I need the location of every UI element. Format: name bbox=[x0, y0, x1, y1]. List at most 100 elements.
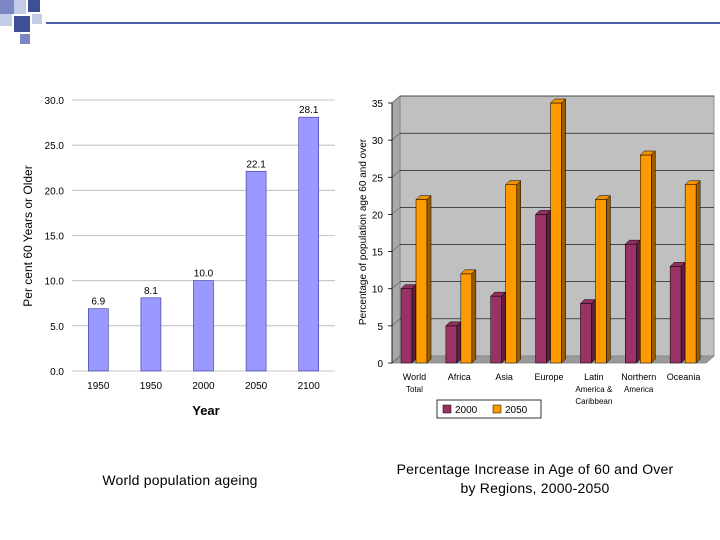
left-ytick-label-4: 20.0 bbox=[45, 186, 65, 197]
right-grid-diag-1 bbox=[391, 318, 401, 327]
left-value-label-4: 28.1 bbox=[299, 105, 319, 116]
right-grid-diag-6 bbox=[391, 132, 401, 141]
right-grid-diag-2 bbox=[391, 281, 401, 289]
right-bar-2000-front-1 bbox=[445, 325, 458, 364]
caption-right-line1: Percentage Increase in Age of 60 and Ove… bbox=[396, 461, 674, 477]
left-bar-1 bbox=[140, 297, 162, 372]
left-bar-4 bbox=[298, 116, 320, 372]
right-xtick-label-4-0: Latin bbox=[584, 372, 604, 382]
right-xtick-label-1-0: Africa bbox=[448, 372, 471, 382]
left-value-label-3: 22.1 bbox=[246, 159, 266, 170]
left-xtick-label-4: 2100 bbox=[298, 381, 321, 392]
left-value-label-0: 6.9 bbox=[91, 297, 105, 308]
caption-right-line2: by Regions, 2000-2050 bbox=[460, 480, 610, 496]
right-bar-2050-front-6 bbox=[684, 184, 697, 364]
right-ytick-label-7: 35 bbox=[372, 99, 384, 110]
right-grid-diag-7 bbox=[391, 95, 401, 104]
right-bar-2050-side-2 bbox=[516, 180, 521, 364]
right-ytick-label-4: 20 bbox=[372, 210, 384, 221]
left-ytick-label-2: 10.0 bbox=[45, 277, 65, 288]
right-bar-2050-side-1 bbox=[471, 269, 477, 364]
left-xtick-label-1: 1950 bbox=[140, 381, 163, 392]
corner-square-2 bbox=[14, 0, 26, 14]
right-bar-2050-side-6 bbox=[695, 180, 701, 364]
left-ytick-label-5: 25.0 bbox=[45, 141, 65, 152]
left-bar-3 bbox=[245, 171, 267, 372]
right-xtick-label-2-0: Asia bbox=[495, 372, 513, 382]
left-chart: 0.0 5.0 10.0 15.0 20.0 25.0 30.0 6.9 1950 8.1 1950… bbox=[21, 96, 335, 418]
right-legend-label-2000: 2000 bbox=[455, 405, 478, 416]
right-grid-diag-4 bbox=[391, 207, 401, 215]
right-xtick-label-4-1: America & bbox=[575, 385, 613, 394]
corner-square-4 bbox=[0, 14, 12, 26]
left-ytick-label-0: 0.0 bbox=[50, 367, 64, 378]
header-rule bbox=[46, 22, 720, 24]
right-xtick-label-5-0: Northern bbox=[621, 372, 656, 382]
right-bar-2050-side-3 bbox=[561, 98, 566, 364]
right-legend-swatch-2000 bbox=[442, 404, 452, 414]
right-bar-2000-side-6 bbox=[680, 261, 686, 364]
right-bar-2000-side-5 bbox=[636, 239, 641, 364]
corner-square-3 bbox=[28, 0, 40, 12]
corner-square-5 bbox=[14, 16, 30, 32]
right-ytick-label-6: 30 bbox=[372, 136, 384, 147]
left-xtick-label-3: 2050 bbox=[245, 381, 268, 392]
right-ytick-label-3: 15 bbox=[372, 248, 384, 259]
corner-square-6 bbox=[32, 14, 42, 24]
right-grid-diag-3 bbox=[391, 244, 401, 252]
right-chart: 0 5 10 15 20 25 30 35 World Total Africa Asia Europe… bbox=[358, 95, 716, 419]
right-bar-2050-side-5 bbox=[651, 150, 656, 364]
right-y-axis-title: Percentage of population age 60 and over bbox=[358, 138, 369, 325]
right-xtick-label-5-1: America bbox=[624, 385, 654, 394]
right-bar-2000-side-2 bbox=[501, 291, 506, 364]
right-grid-diag-5 bbox=[391, 170, 401, 178]
right-bar-2050-front-5 bbox=[640, 154, 652, 364]
right-ytick-label-5: 25 bbox=[372, 173, 384, 184]
right-bar-2000-front-6 bbox=[669, 266, 682, 364]
right-bar-2050-front-1 bbox=[460, 273, 473, 364]
left-ytick-label-3: 15.0 bbox=[45, 232, 65, 243]
right-xtick-label-3-0: Europe bbox=[534, 372, 563, 382]
right-ytick-label-1: 5 bbox=[377, 322, 383, 333]
right-bar-2000-side-1 bbox=[456, 321, 462, 364]
right-bar-2000-side-4 bbox=[591, 298, 596, 364]
right-bar-2050-front-4 bbox=[595, 199, 607, 364]
left-bar-0 bbox=[88, 308, 109, 372]
right-bar-2050-side-0 bbox=[426, 194, 432, 364]
right-ytick-label-2: 10 bbox=[372, 285, 384, 296]
right-xtick-label-0-1: Total bbox=[406, 385, 423, 394]
left-value-label-1: 8.1 bbox=[144, 286, 158, 297]
right-bar-2000-front-5 bbox=[625, 243, 637, 364]
right-bar-2050-front-0 bbox=[415, 199, 428, 364]
corner-square-1 bbox=[0, 0, 14, 14]
right-legend-swatch-2050 bbox=[492, 404, 502, 414]
left-xtick-label-2: 2000 bbox=[192, 381, 215, 392]
left-y-axis-title: Per cent 60 Years or Older bbox=[21, 165, 35, 306]
left-xtick-label-0: 1950 bbox=[87, 381, 110, 392]
left-ytick-label-6: 30.0 bbox=[45, 96, 65, 107]
right-legend-label-2050: 2050 bbox=[505, 405, 528, 416]
caption-left: World population ageing bbox=[102, 472, 258, 488]
right-bar-2000-front-2 bbox=[490, 295, 502, 364]
right-grid-diag-0 bbox=[391, 355, 401, 364]
corner-square-7 bbox=[20, 34, 30, 44]
right-xtick-label-0-0: World bbox=[403, 372, 426, 382]
right-bar-2000-front-0 bbox=[400, 288, 413, 364]
right-bar-2000-side-3 bbox=[546, 209, 551, 364]
right-bar-2000-side-0 bbox=[411, 284, 417, 364]
right-ytick-label-0: 0 bbox=[377, 359, 383, 370]
left-x-axis-title: Year bbox=[192, 403, 219, 418]
right-bar-2050-front-3 bbox=[550, 102, 562, 364]
right-bar-2000-front-4 bbox=[580, 303, 592, 364]
left-bar-2 bbox=[193, 280, 214, 372]
right-bar-2050-front-2 bbox=[505, 184, 517, 364]
caption-right: Percentage Increase in Age of 60 and Ove… bbox=[350, 460, 720, 498]
right-xtick-label-6-0: Oceania bbox=[667, 372, 701, 382]
right-side-wall bbox=[391, 95, 401, 364]
right-bar-2000-front-3 bbox=[535, 214, 547, 364]
left-value-label-2: 10.0 bbox=[194, 269, 214, 280]
left-ytick-label-1: 5.0 bbox=[50, 322, 64, 333]
right-xtick-label-4-2: Caribbean bbox=[575, 397, 612, 406]
right-legend-box bbox=[436, 399, 542, 419]
